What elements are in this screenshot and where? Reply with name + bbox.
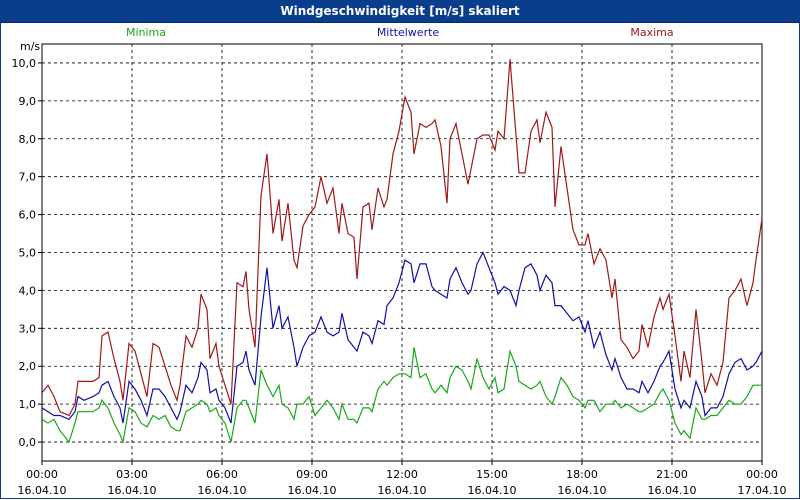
y-tick-label: 10,0	[12, 57, 37, 70]
y-tick-label: 3,0	[19, 322, 37, 335]
y-tick-label: 4,0	[19, 284, 37, 297]
x-tick-date: 16.04.10	[468, 484, 517, 497]
legend-minima: Minima	[126, 26, 166, 39]
y-tick-label: 9,0	[19, 95, 37, 108]
x-axis: 00:00 16.04.10 03:00 16.04.10 06:00 16.04.10 0…	[18, 461, 787, 497]
y-tick-label: 8,0	[19, 133, 37, 146]
legend: Minima Mittelwerte Maxima	[126, 26, 674, 39]
x-tick-time: 21:00	[656, 468, 688, 481]
x-tick-time: 00:00	[746, 468, 778, 481]
x-tick-time: 15:00	[476, 468, 508, 481]
series-line-mittelwerte	[42, 251, 762, 424]
title-bar: Windgeschwindigkeit [m/s] skaliert	[0, 0, 800, 23]
series-line-maxima	[42, 59, 762, 417]
y-tick-label: 2,0	[19, 360, 37, 373]
x-tick-time: 09:00	[296, 468, 328, 481]
x-tick-date: 16.04.10	[558, 484, 607, 497]
x-tick-date: 16.04.10	[108, 484, 157, 497]
x-tick-time: 03:00	[116, 468, 148, 481]
x-tick-time: 18:00	[566, 468, 598, 481]
y-tick-label: 5,0	[19, 247, 37, 260]
x-tick-date: 16.04.10	[18, 484, 67, 497]
x-tick-time: 00:00	[26, 468, 58, 481]
legend-maxima: Maxima	[630, 26, 673, 39]
y-tick-label: 7,0	[19, 171, 37, 184]
y-tick-label: 0,0	[19, 436, 37, 449]
legend-mittelwerte: Mittelwerte	[377, 26, 440, 39]
x-tick-time: 06:00	[206, 468, 238, 481]
y-axis: 0,0 1,0 2,0 3,0 4,0 5,0 6,0 7,0 8,0 9,0 10,0	[12, 57, 42, 449]
y-tick-label: 1,0	[19, 398, 37, 411]
x-tick-date: 17.04.10	[738, 484, 787, 497]
x-tick-time: 12:00	[386, 468, 418, 481]
y-tick-label: 6,0	[19, 209, 37, 222]
window-title: Windgeschwindigkeit [m/s] skaliert	[280, 4, 520, 18]
series-line-minima	[42, 347, 762, 445]
grid	[42, 44, 762, 461]
x-tick-date: 16.04.10	[648, 484, 697, 497]
x-tick-date: 16.04.10	[198, 484, 247, 497]
y-axis-label: m/s	[20, 40, 40, 53]
series-lines	[42, 59, 762, 445]
x-tick-date: 16.04.10	[288, 484, 337, 497]
x-tick-date: 16.04.10	[378, 484, 427, 497]
